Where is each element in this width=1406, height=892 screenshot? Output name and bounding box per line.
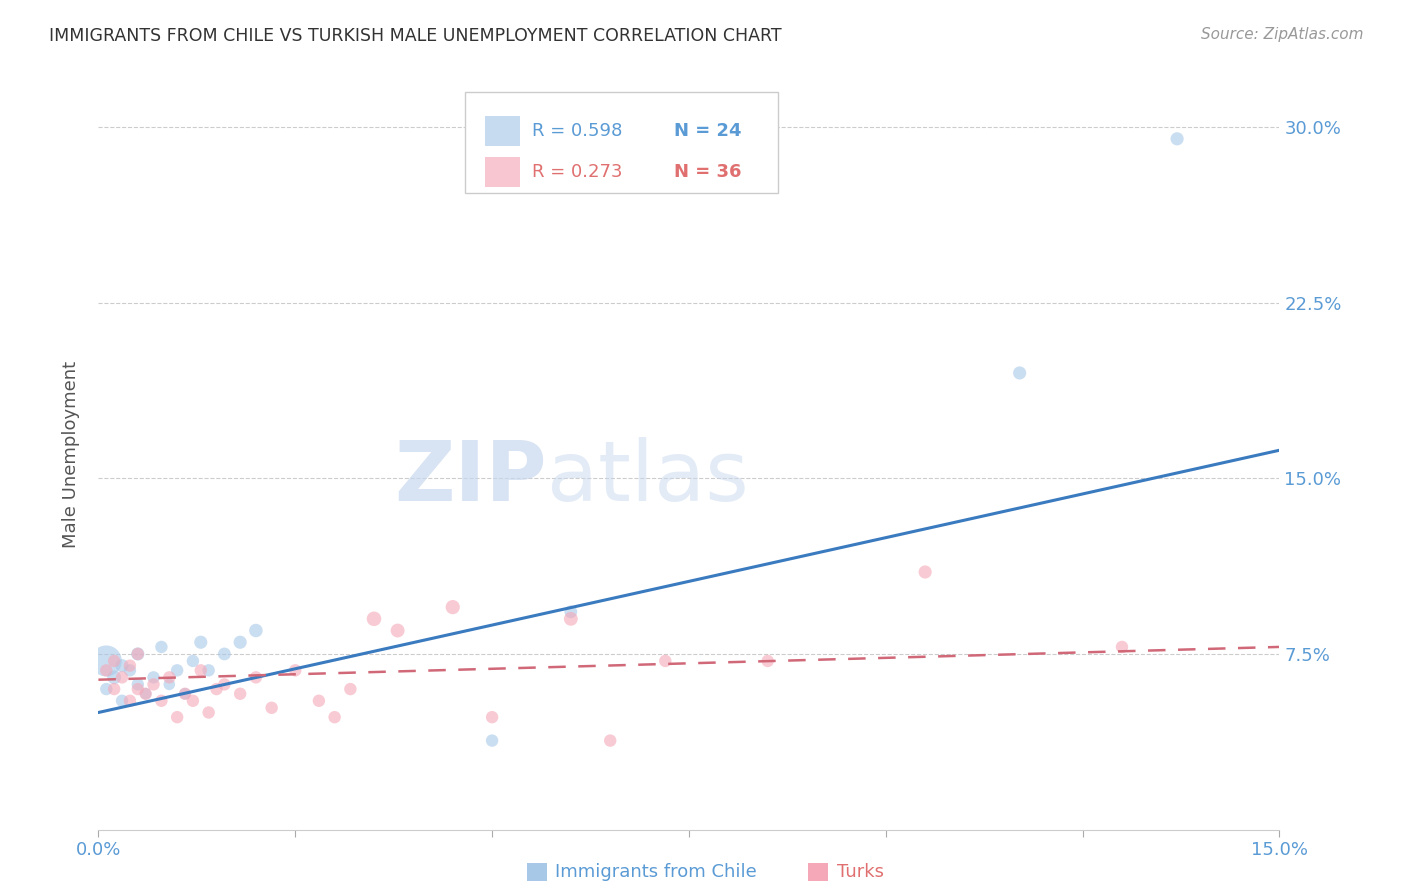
Point [118,664,141,678]
Point [441,600,464,615]
Point [363,612,385,626]
Point [197,706,219,720]
Point [157,677,180,691]
Point [481,733,503,747]
Text: R = 0.273: R = 0.273 [531,163,623,181]
Point [142,677,165,691]
Point [96,664,118,678]
Point [118,658,141,673]
Point [914,565,936,579]
Point [245,670,267,684]
Point [560,605,582,619]
Point [150,640,173,654]
Point [245,624,267,638]
Point [142,670,165,684]
Point [229,687,252,701]
FancyBboxPatch shape [464,92,778,193]
Point [166,710,188,724]
Point [599,733,621,747]
Point [118,694,141,708]
Point [260,701,283,715]
Point [387,624,409,638]
Point [103,654,125,668]
Point [181,654,204,668]
Point [135,687,157,701]
Point [654,654,676,668]
Point [284,664,307,678]
Point [197,664,219,678]
Point [111,670,134,684]
Text: IMMIGRANTS FROM CHILE VS TURKISH MALE UNEMPLOYMENT CORRELATION CHART: IMMIGRANTS FROM CHILE VS TURKISH MALE UN… [49,27,782,45]
Point [323,710,346,724]
Text: N = 36: N = 36 [673,163,741,181]
Point [96,654,118,668]
Point [96,682,118,697]
Point [190,635,212,649]
Text: atlas: atlas [547,437,749,518]
Point [229,635,252,649]
Point [190,664,212,678]
Point [127,647,149,661]
Point [166,664,188,678]
Point [181,694,204,708]
Y-axis label: Male Unemployment: Male Unemployment [62,361,80,549]
FancyBboxPatch shape [485,116,520,145]
Point [135,687,157,701]
Point [127,682,149,697]
Point [127,677,149,691]
Point [339,682,361,697]
Text: Source: ZipAtlas.com: Source: ZipAtlas.com [1201,27,1364,42]
Point [111,694,134,708]
Text: ZIP: ZIP [395,437,547,518]
Point [150,694,173,708]
Point [1111,640,1133,654]
Text: Turks: Turks [837,863,883,881]
Point [308,694,330,708]
Point [157,670,180,684]
FancyBboxPatch shape [485,157,520,187]
Point [1166,132,1188,146]
Point [481,710,503,724]
Point [174,687,197,701]
Point [127,647,149,661]
Point [111,658,134,673]
Point [756,654,779,668]
Point [214,677,236,691]
Point [214,647,236,661]
Text: N = 24: N = 24 [673,122,741,140]
Text: Immigrants from Chile: Immigrants from Chile [555,863,756,881]
Point [1008,366,1031,380]
Point [174,687,197,701]
Text: R = 0.598: R = 0.598 [531,122,623,140]
Point [103,682,125,697]
Point [560,612,582,626]
Point [103,670,125,684]
Point [205,682,228,697]
